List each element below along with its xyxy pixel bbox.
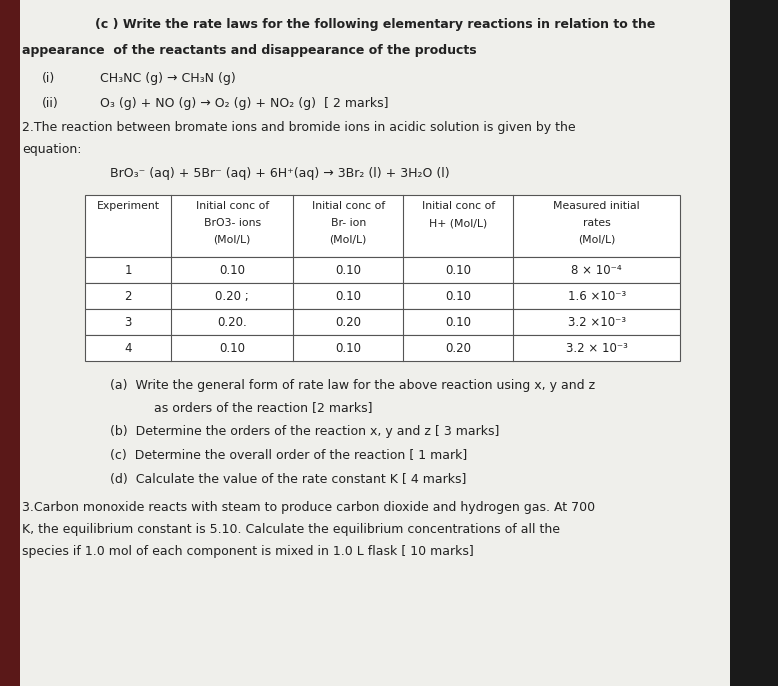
Text: (i): (i)	[42, 72, 55, 85]
Text: Initial conc of: Initial conc of	[195, 201, 269, 211]
Text: 3.2 ×10⁻³: 3.2 ×10⁻³	[568, 316, 626, 329]
Text: (ii): (ii)	[42, 97, 59, 110]
Text: 0.20: 0.20	[335, 316, 361, 329]
Text: 0.20.: 0.20.	[217, 316, 247, 329]
Bar	[85, 309, 680, 335]
Text: 3.Carbon monoxide reacts with steam to produce carbon dioxide and hydrogen gas. : 3.Carbon monoxide reacts with steam to p…	[22, 501, 595, 514]
Bar	[720, 0, 778, 686]
Text: 0.10: 0.10	[445, 316, 471, 329]
Text: 0.10: 0.10	[445, 290, 471, 303]
Text: 8 × 10⁻⁴: 8 × 10⁻⁴	[571, 264, 622, 277]
Bar	[730, 0, 778, 686]
Text: as orders of the reaction [2 marks]: as orders of the reaction [2 marks]	[130, 401, 373, 414]
Text: Initial conc of: Initial conc of	[312, 201, 385, 211]
Text: rates: rates	[583, 218, 611, 228]
Text: (Mol/L): (Mol/L)	[330, 235, 367, 245]
Text: (Mol/L): (Mol/L)	[578, 235, 615, 245]
Text: appearance  of the reactants and disappearance of the products: appearance of the reactants and disappea…	[22, 44, 477, 57]
Bar	[85, 195, 680, 257]
Text: (b)  Determine the orders of the reaction x, y and z [ 3 marks]: (b) Determine the orders of the reaction…	[110, 425, 499, 438]
Text: 0.10: 0.10	[219, 342, 245, 355]
Text: 0.10: 0.10	[335, 264, 361, 277]
Bar	[85, 283, 680, 309]
Text: K, the equilibrium constant is 5.10. Calculate the equilibrium concentrations of: K, the equilibrium constant is 5.10. Cal…	[22, 523, 560, 536]
Text: 0.10: 0.10	[445, 264, 471, 277]
Text: Measured initial: Measured initial	[553, 201, 640, 211]
Text: 3.2 × 10⁻³: 3.2 × 10⁻³	[566, 342, 628, 355]
Text: 4: 4	[124, 342, 132, 355]
Bar	[85, 335, 680, 361]
Text: 0.10: 0.10	[335, 290, 361, 303]
Text: CH₃NC (g) → CH₃N (g): CH₃NC (g) → CH₃N (g)	[100, 72, 236, 85]
Text: Br- ion: Br- ion	[331, 218, 366, 228]
Text: BrO3- ions: BrO3- ions	[204, 218, 261, 228]
Text: BrO₃⁻ (aq) + 5Br⁻ (aq) + 6H⁺(aq) → 3Br₂ (l) + 3H₂O (l): BrO₃⁻ (aq) + 5Br⁻ (aq) + 6H⁺(aq) → 3Br₂ …	[110, 167, 450, 180]
Text: (a)  Write the general form of rate law for the above reaction using x, y and z: (a) Write the general form of rate law f…	[110, 379, 595, 392]
Bar	[85, 257, 680, 283]
Text: (Mol/L): (Mol/L)	[214, 235, 251, 245]
Text: 0.20 ;: 0.20 ;	[216, 290, 249, 303]
Text: 2: 2	[124, 290, 132, 303]
Text: 0.20: 0.20	[445, 342, 471, 355]
Text: 0.10: 0.10	[335, 342, 361, 355]
Text: 2.The reaction between bromate ions and bromide ions in acidic solution is given: 2.The reaction between bromate ions and …	[22, 121, 576, 134]
Text: 1: 1	[124, 264, 132, 277]
Text: O₃ (g) + NO (g) → O₂ (g) + NO₂ (g)  [ 2 marks]: O₃ (g) + NO (g) → O₂ (g) + NO₂ (g) [ 2 m…	[100, 97, 388, 110]
Bar	[0, 0, 20, 686]
Text: 1.6 ×10⁻³: 1.6 ×10⁻³	[568, 290, 626, 303]
Text: Experiment: Experiment	[96, 201, 159, 211]
Text: Initial conc of: Initial conc of	[422, 201, 495, 211]
Text: equation:: equation:	[22, 143, 82, 156]
Text: 0.10: 0.10	[219, 264, 245, 277]
Text: (c ) Write the rate laws for the following elementary reactions in relation to t: (c ) Write the rate laws for the followi…	[95, 18, 655, 31]
Text: species if 1.0 mol of each component is mixed in 1.0 L flask [ 10 marks]: species if 1.0 mol of each component is …	[22, 545, 474, 558]
Text: (c)  Determine the overall order of the reaction [ 1 mark]: (c) Determine the overall order of the r…	[110, 449, 468, 462]
Text: (d)  Calculate the value of the rate constant K [ 4 marks]: (d) Calculate the value of the rate cons…	[110, 473, 466, 486]
Text: H+ (Mol/L): H+ (Mol/L)	[429, 218, 488, 228]
Text: 3: 3	[124, 316, 131, 329]
Bar	[0, 0, 28, 686]
